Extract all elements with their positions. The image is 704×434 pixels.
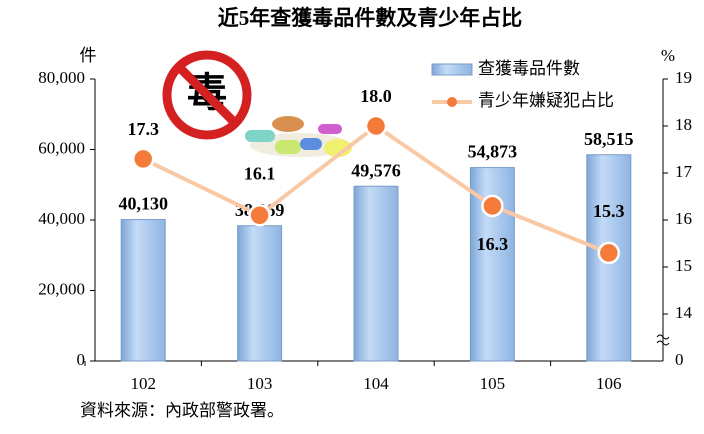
x-tick-label: 105 <box>480 374 506 393</box>
bar <box>238 226 282 361</box>
line-value-label: 15.3 <box>593 201 625 221</box>
line-value-label: 17.3 <box>127 119 159 139</box>
y2-tick-label: 19 <box>675 68 692 87</box>
legend-label: 查獲毒品件數 <box>478 59 580 78</box>
chart-title: 近5年查獲毒品件數及青少年占比 <box>218 6 523 30</box>
bar-value-label: 49,576 <box>351 160 401 180</box>
x-tick-label: 104 <box>363 374 389 393</box>
y2-unit: % <box>661 46 675 65</box>
y-tick-label: 0 <box>77 350 86 369</box>
bar <box>354 186 398 361</box>
source-note: 資料來源：內政部警政署。 <box>80 401 284 420</box>
line-value-label: 16.1 <box>244 163 276 183</box>
y-tick-label: 60,000 <box>38 138 85 157</box>
line-value-label: 16.3 <box>477 234 509 254</box>
x-tick-label: 106 <box>596 374 622 393</box>
bar <box>121 220 165 361</box>
y2-break-label: 0 <box>675 350 684 369</box>
legend-swatch <box>432 64 472 75</box>
bar-value-label: 58,515 <box>584 129 634 149</box>
line-marker <box>482 196 502 216</box>
line-marker <box>133 149 153 169</box>
y-tick-label: 80,000 <box>38 68 85 87</box>
legend-swatch <box>447 97 457 107</box>
y2-tick-label: 17 <box>675 162 693 181</box>
legend-label: 青少年嫌疑犯占比 <box>478 91 614 110</box>
line-marker <box>250 205 270 225</box>
bar-value-label: 40,130 <box>118 194 168 214</box>
y-tick-label: 40,000 <box>38 209 85 228</box>
line-value-label: 18.0 <box>360 86 392 106</box>
y2-tick-label: 16 <box>675 209 692 228</box>
y2-tick-label: 15 <box>675 256 692 275</box>
line-marker <box>599 243 619 263</box>
x-tick-label: 102 <box>130 374 156 393</box>
y-tick-label: 20,000 <box>38 279 85 298</box>
bar-value-label: 54,873 <box>468 142 518 162</box>
y-unit: 件 <box>80 46 97 65</box>
chart: 近5年查獲毒品件數及青少年占比 件 % 資料來源：內政部警政署。 毒 0 20,0… <box>0 0 704 429</box>
y2-tick-label: 18 <box>675 115 692 134</box>
y2-tick-label: 14 <box>675 303 693 322</box>
x-tick-label: 103 <box>247 374 273 393</box>
line-marker <box>366 116 386 136</box>
drug-icon: 毒 <box>167 55 352 157</box>
